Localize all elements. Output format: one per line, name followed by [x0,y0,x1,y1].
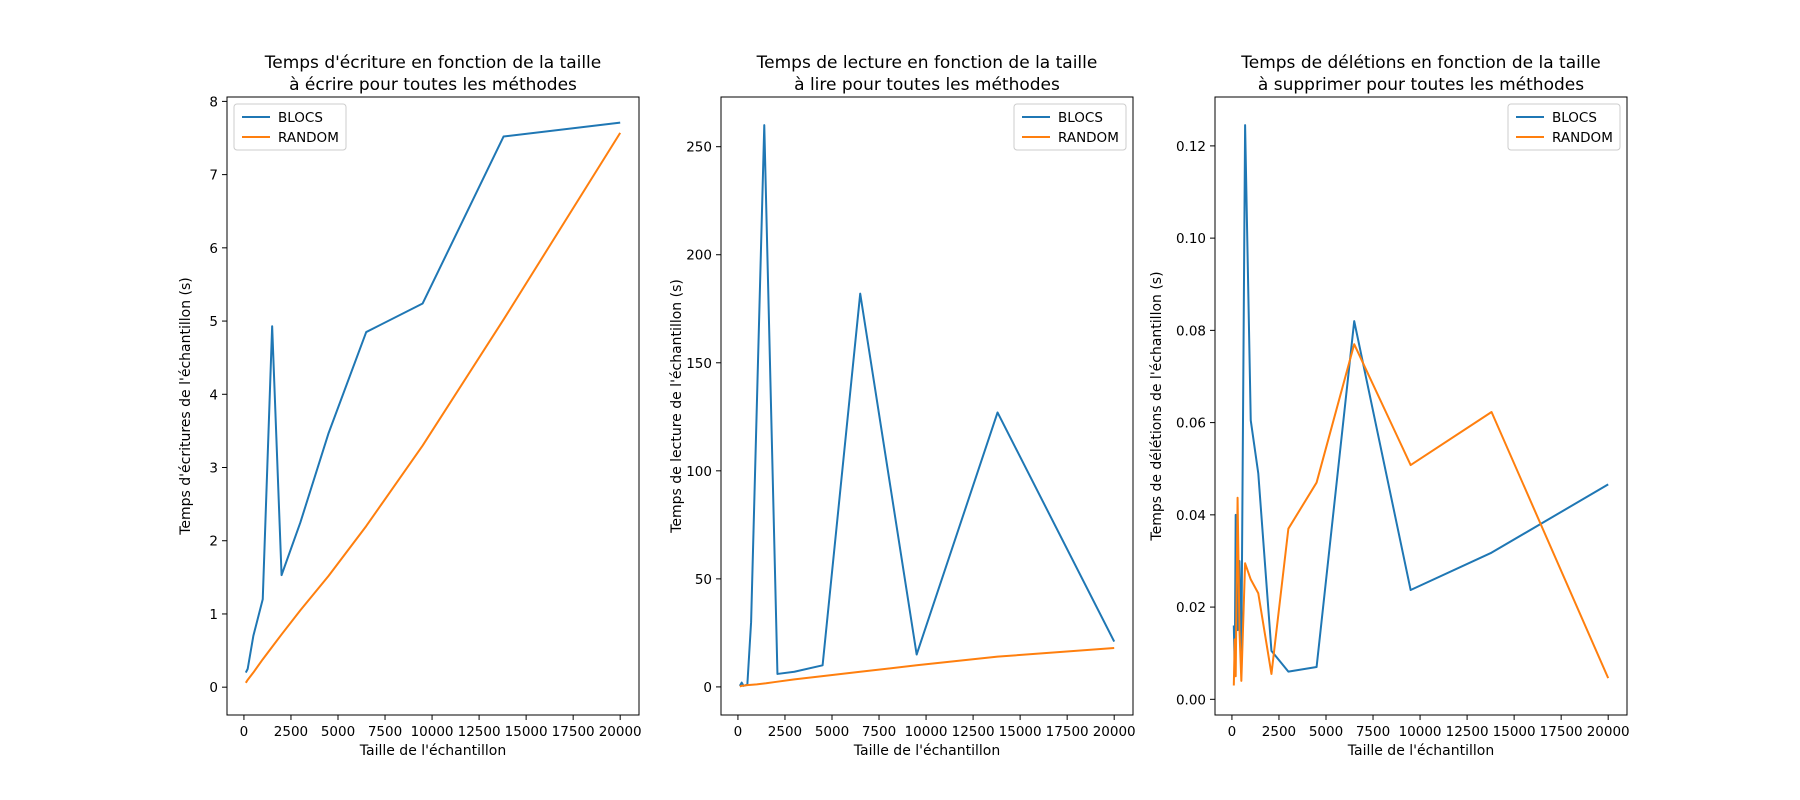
chart-title-line: à écrire pour toutes les méthodes [289,75,577,95]
x-tick-label: 5000 [815,724,849,740]
series-line-blocs [1232,124,1609,673]
y-tick-label: 100 [686,464,712,480]
legend: BLOCS RANDOM [233,103,347,151]
legend: BLOCS RANDOM [1507,103,1621,151]
y-tick-label: 0 [209,680,218,696]
y-tick-label: 2 [209,534,218,550]
x-tick-label: 10000 [1399,724,1442,740]
y-axis-label: Temps de délétions de l'échantillon (s) [1149,271,1165,541]
x-tick-label: 0 [734,724,743,740]
y-tick-label: 0.08 [1176,323,1206,339]
chart-panel-3: Temps de délétions en fonction de la tai… [1149,53,1630,759]
x-tick-label: 5000 [321,724,355,740]
y-tick-label: 5 [209,314,218,330]
legend-label: RANDOM [1552,130,1613,146]
legend-label: RANDOM [278,130,339,146]
y-tick-label: 50 [695,572,712,588]
y-tick-label: 7 [209,168,218,184]
legend: BLOCS RANDOM [1013,103,1127,151]
x-tick-label: 2500 [768,724,802,740]
y-tick-label: 8 [209,94,218,110]
x-tick-label: 20000 [1587,724,1630,740]
x-tick-label: 17500 [1046,724,1089,740]
x-tick-label: 2500 [1262,724,1296,740]
y-tick-label: 150 [686,356,712,372]
series-line-random [1232,343,1610,686]
x-axis-label: Taille de l'échantillon [1347,743,1494,759]
x-tick-label: 10000 [905,724,948,740]
x-axis-label: Taille de l'échantillon [853,743,1000,759]
x-tick-label: 2500 [274,724,308,740]
legend-label: RANDOM [1058,130,1119,146]
y-tick-label: 0.02 [1176,600,1206,616]
axes-frame [1214,96,1628,716]
x-tick-label: 5000 [1309,724,1343,740]
y-axis-label: Temps de lecture de l'échantillon (s) [669,279,685,534]
legend-box [233,103,347,151]
x-tick-label: 20000 [599,724,642,740]
chart-title-line: à supprimer pour toutes les méthodes [1258,75,1584,95]
legend-label: BLOCS [1552,110,1597,126]
chart-title-line: Temps de lecture en fonction de la taill… [756,53,1098,73]
y-tick-label: 0.00 [1176,692,1206,708]
x-tick-label: 12500 [458,724,501,740]
series-line-blocs [244,121,621,673]
x-tick-label: 17500 [1540,724,1583,740]
x-tick-label: 7500 [862,724,896,740]
chart-panel-1: Temps d'écriture en fonction de la taill… [178,53,642,759]
chart-panel-2: Temps de lecture en fonction de la taill… [669,53,1136,759]
legend-label: BLOCS [278,110,323,126]
y-tick-label: 0 [703,680,712,696]
x-tick-label: 0 [1228,724,1237,740]
x-tick-label: 12500 [1446,724,1489,740]
y-tick-label: 4 [209,387,218,403]
y-axis-label: Temps d'écritures de l'échantillon (s) [178,277,194,536]
series-line-random [244,132,622,684]
legend-box [1507,103,1621,151]
y-tick-label: 0.10 [1176,231,1206,247]
legend-label: BLOCS [1058,110,1103,126]
y-tick-label: 200 [686,248,712,264]
axes-frame [226,96,640,716]
y-tick-label: 250 [686,140,712,156]
x-axis-label: Taille de l'échantillon [359,743,506,759]
x-tick-label: 15000 [505,724,548,740]
chart-title-line: Temps de délétions en fonction de la tai… [1240,53,1601,73]
chart-title-line: Temps d'écriture en fonction de la taill… [264,53,602,73]
series-line-blocs [738,124,1116,687]
x-tick-label: 15000 [1493,724,1536,740]
y-tick-label: 0.12 [1176,139,1206,155]
x-tick-label: 7500 [1356,724,1390,740]
y-tick-label: 1 [209,607,218,623]
x-tick-label: 17500 [552,724,595,740]
x-tick-label: 20000 [1093,724,1136,740]
legend-box [1013,103,1127,151]
y-tick-label: 3 [209,461,218,477]
x-tick-label: 0 [240,724,249,740]
chart-title-line: à lire pour toutes les méthodes [794,75,1060,95]
y-tick-label: 0.06 [1176,416,1206,432]
axes-frame [720,96,1134,716]
x-tick-label: 10000 [411,724,454,740]
x-tick-label: 7500 [368,724,402,740]
x-tick-label: 15000 [999,724,1042,740]
y-tick-label: 6 [209,241,218,257]
series-line-random [739,647,1115,688]
x-tick-label: 12500 [952,724,995,740]
y-tick-label: 0.04 [1176,508,1206,524]
